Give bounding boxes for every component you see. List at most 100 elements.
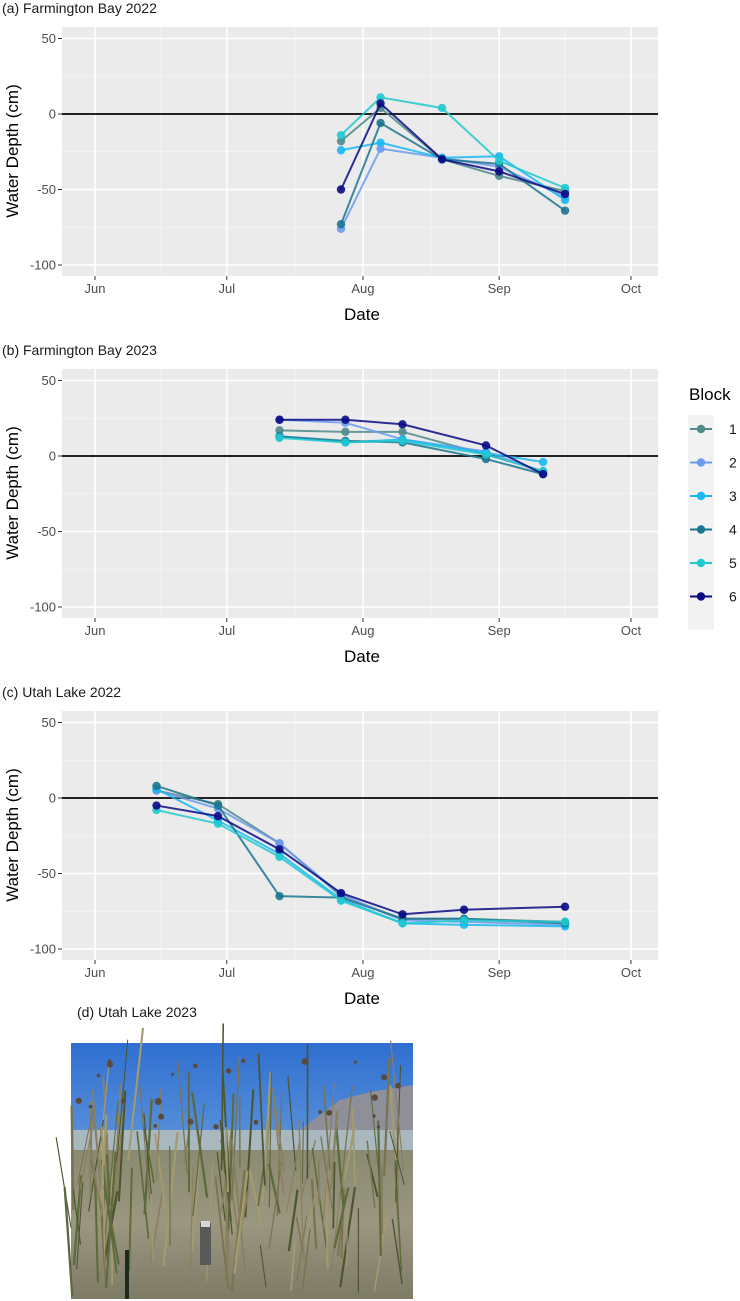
x-tick-label: Sep <box>488 965 511 980</box>
reed-stem <box>143 1126 155 1184</box>
chart-title: (c) Utah Lake 2022 <box>2 684 121 700</box>
x-tick-label: Jul <box>218 281 235 296</box>
reed-seedhead <box>106 1061 113 1068</box>
x-tick-label: Jun <box>85 965 106 980</box>
x-tick-label: Oct <box>621 281 642 296</box>
x-axis-label: Date <box>344 647 380 666</box>
data-point-block-3 <box>376 138 385 147</box>
data-point-block-6 <box>336 888 346 898</box>
x-axis-label: Date <box>344 305 380 324</box>
reed-stem <box>389 1130 405 1185</box>
reed-seedhead <box>158 1113 165 1120</box>
reed-stem <box>72 1189 82 1245</box>
water-level-logger <box>200 1223 211 1265</box>
reed-stem <box>127 1027 145 1161</box>
reed-seedhead <box>376 1125 381 1129</box>
data-point-block-4 <box>275 891 284 901</box>
reed-seedhead <box>241 1058 246 1063</box>
reed-stem <box>103 1185 120 1265</box>
reed-seedhead <box>187 1118 194 1125</box>
reed-stem <box>383 1058 391 1177</box>
reed-stem <box>334 1124 345 1208</box>
data-point-block-4 <box>376 118 385 128</box>
data-point-block-5 <box>336 896 346 905</box>
y-tick-label: 0 <box>49 107 56 122</box>
data-point-block-6 <box>275 845 284 854</box>
reed-stem <box>216 1151 226 1222</box>
reed-stem <box>233 1170 249 1275</box>
reed-seedhead <box>381 1074 388 1081</box>
y-tick-label: 50 <box>42 31 56 46</box>
data-point-block-6 <box>213 811 223 821</box>
data-point-block-6 <box>275 415 284 424</box>
data-point-block-3 <box>336 146 346 155</box>
legend-key-point <box>696 491 706 501</box>
data-point-block-4 <box>336 220 346 229</box>
data-point-block-6 <box>481 441 491 450</box>
reed-stem <box>320 1136 333 1209</box>
reed-stem <box>94 1177 99 1283</box>
legend-label: 1 <box>729 421 737 437</box>
reed-stem <box>259 1244 267 1288</box>
data-point-block-5 <box>398 436 407 446</box>
data-point-block-5 <box>481 450 491 459</box>
reed-seedhead <box>75 1097 82 1104</box>
data-point-block-6 <box>437 155 447 164</box>
data-point-block-5 <box>341 438 350 447</box>
data-point-block-6 <box>494 167 504 176</box>
data-point-block-4 <box>213 801 223 810</box>
data-point-block-6 <box>538 469 548 479</box>
reed-stem <box>103 1100 119 1249</box>
reed-stem <box>101 1126 106 1269</box>
data-point-block-6 <box>459 905 469 914</box>
data-point-block-5 <box>275 433 284 443</box>
reed-stem <box>91 1089 101 1183</box>
x-tick-label: Jul <box>218 965 235 980</box>
reed-stem <box>105 1154 111 1206</box>
y-tick-label: -50 <box>37 866 56 881</box>
reed-stem <box>332 1162 336 1229</box>
x-tick-label: Aug <box>351 965 374 980</box>
reed-seedhead <box>395 1082 401 1089</box>
x-tick-label: Jul <box>218 623 235 638</box>
reed-stem <box>176 1058 188 1175</box>
reed-stem <box>310 1179 318 1249</box>
data-point-block-6 <box>376 99 385 108</box>
y-tick-label: 0 <box>49 791 56 806</box>
y-tick-label: -100 <box>30 942 56 957</box>
data-point-block-1 <box>341 427 350 437</box>
reed-stem <box>301 1121 304 1184</box>
legend-label: 3 <box>729 488 737 504</box>
chart-panel-c: (c) Utah Lake 2022 Jun Jul Aug Sep Oct 50 0 -50 -… <box>2 684 658 1008</box>
reed-stem <box>333 1187 350 1249</box>
reed-stem <box>227 1093 235 1232</box>
y-tick-label: 50 <box>42 715 56 730</box>
legend-label: 5 <box>729 555 737 571</box>
reed-stem <box>366 1140 376 1208</box>
data-point-block-6 <box>560 189 570 199</box>
reed-seedhead <box>213 1123 219 1130</box>
reed-stem <box>220 1023 224 1171</box>
reed-stem <box>128 1167 133 1271</box>
reed-stem <box>287 1189 299 1252</box>
reed-stem <box>154 1133 167 1210</box>
data-point-block-5 <box>275 852 284 862</box>
y-axis-label: Water Depth (cm) <box>3 768 22 902</box>
reed-stem <box>340 1187 345 1259</box>
data-point-block-5 <box>560 183 570 193</box>
data-point-block-6 <box>398 420 407 429</box>
reed-seedhead <box>353 1060 357 1064</box>
legend-key-point <box>696 458 706 467</box>
x-tick-label: Oct <box>621 623 642 638</box>
reed-seedhead <box>225 1068 232 1074</box>
reed-stem <box>98 1063 110 1163</box>
reed-stem <box>273 1106 285 1196</box>
reed-stem <box>155 1088 162 1181</box>
reed-stem <box>192 1103 205 1217</box>
reed-stem <box>339 1187 357 1288</box>
x-tick-label: Sep <box>488 281 511 296</box>
reed-stem <box>162 1132 179 1267</box>
reed-stem <box>231 1056 241 1201</box>
reed-stem <box>112 1083 122 1215</box>
reed-stem <box>149 1189 164 1263</box>
